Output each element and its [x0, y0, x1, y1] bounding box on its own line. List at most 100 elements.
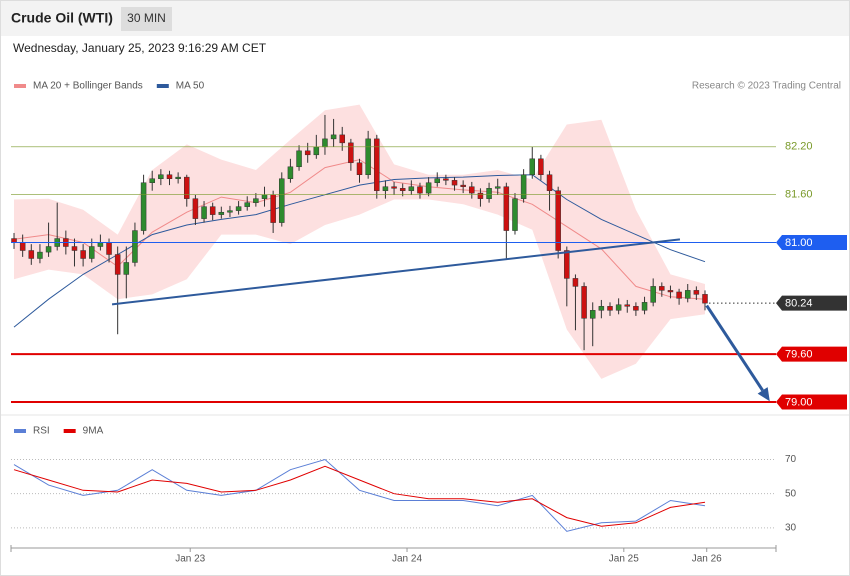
candle-body: [227, 210, 233, 213]
candle-body: [261, 194, 268, 199]
y-tick-label: 30: [785, 523, 797, 534]
candle-body: [572, 278, 579, 287]
candle-body: [89, 246, 95, 259]
level-label: 81.00: [785, 237, 813, 249]
legend-swatch: [14, 429, 26, 433]
candle-body: [287, 166, 294, 179]
candle-body: [425, 182, 432, 194]
candle-body: [374, 138, 380, 191]
interval-box: [121, 7, 172, 31]
candle-body: [201, 206, 207, 219]
candle-body: [322, 138, 328, 148]
x-tick-label: Jan 24: [392, 554, 422, 565]
candle-body: [529, 158, 536, 175]
candle-body: [80, 250, 86, 259]
candle-body: [184, 176, 190, 199]
level-box: [776, 394, 847, 410]
candle-body: [97, 242, 104, 247]
candle-body: [667, 290, 674, 293]
legend-swatch: [14, 84, 26, 88]
candle-body: [235, 206, 242, 211]
candle-body: [192, 198, 199, 219]
candle-body: [391, 186, 397, 189]
candle-body: [607, 306, 613, 311]
candle-body: [659, 286, 665, 291]
candle-body: [546, 174, 553, 191]
candle-body: [650, 286, 656, 303]
arrow-head: [757, 387, 770, 402]
candle-body: [28, 250, 35, 259]
candle-body: [140, 182, 147, 231]
candle-body: [244, 202, 250, 207]
candle-body: [624, 304, 631, 307]
candle-body: [330, 134, 337, 140]
candle-body: [209, 206, 216, 215]
series-line: [13, 465, 706, 527]
y-tick-label: 70: [785, 454, 797, 465]
candle-body: [684, 290, 691, 299]
candle-body: [408, 186, 415, 191]
candle-body: [296, 150, 302, 168]
level-label: 81.60: [785, 189, 813, 201]
level-box: [776, 346, 847, 362]
legend-label: MA 50: [176, 81, 205, 92]
level-label: 79.00: [785, 396, 813, 408]
candle-body: [106, 242, 112, 255]
candle-body: [693, 290, 700, 295]
candle-body: [175, 176, 181, 179]
candle-body: [555, 190, 561, 251]
bollinger-band: [14, 104, 705, 379]
legend-label: 9MA: [83, 426, 104, 437]
candle-body: [486, 188, 492, 199]
candle-body: [382, 186, 389, 191]
candle-body: [477, 192, 484, 199]
candle-body: [11, 238, 17, 243]
candle-body: [641, 302, 648, 311]
timestamp: Wednesday, January 25, 2023 9:16:29 AM C…: [13, 41, 267, 55]
legend-swatch: [156, 84, 169, 88]
candle-body: [702, 294, 708, 304]
candle-body: [451, 180, 458, 186]
candle-body: [279, 178, 285, 223]
candle-body: [434, 178, 440, 183]
candle-body: [132, 230, 138, 263]
interval: 30 MIN: [127, 11, 166, 25]
candle-body: [520, 174, 527, 199]
candle-body: [564, 250, 570, 279]
title: Crude Oil (WTI): [11, 10, 113, 26]
candle-body: [71, 246, 78, 251]
candle-body: [399, 188, 406, 191]
y-tick-label: 50: [785, 488, 797, 499]
candle-body: [443, 178, 449, 181]
candle-body: [19, 242, 26, 251]
forecast-arrow: [705, 304, 764, 392]
candle-body: [503, 186, 510, 231]
candle-body: [365, 138, 371, 175]
candle-body: [538, 158, 544, 175]
x-tick-label: Jan 23: [175, 554, 205, 565]
trendline: [111, 238, 681, 306]
level-label: 79.60: [785, 349, 813, 361]
candle-body: [304, 150, 311, 156]
candle-body: [37, 251, 43, 259]
candle-body: [494, 186, 501, 189]
x-tick-label: Jan 25: [609, 554, 639, 565]
level-box: [776, 235, 847, 251]
legend-label: RSI: [33, 426, 50, 437]
candle-body: [460, 184, 466, 187]
level-label: 80.24: [785, 298, 813, 310]
candle-body: [218, 211, 225, 215]
legend-label: MA 20 + Bollinger Bands: [33, 81, 143, 92]
candle-body: [45, 246, 52, 253]
candle-body: [313, 146, 320, 156]
candle-body: [149, 178, 155, 183]
candle-body: [339, 134, 345, 144]
candle-body: [581, 286, 587, 319]
candle-body: [348, 142, 354, 164]
legend-swatch: [63, 429, 76, 433]
candle-body: [589, 310, 596, 319]
candle-body: [676, 291, 682, 299]
candle-body: [253, 198, 259, 203]
